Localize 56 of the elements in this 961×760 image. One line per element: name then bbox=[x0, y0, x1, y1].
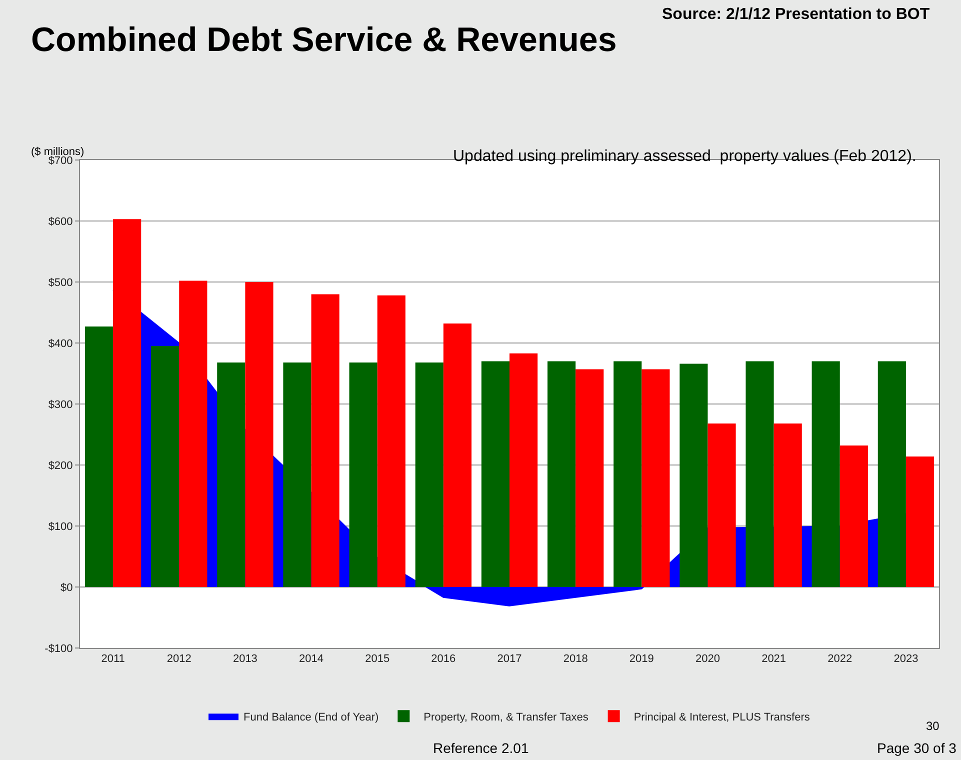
chart-subtitle: Updated using preliminary assessed property values (Feb 2012). bbox=[453, 148, 916, 165]
x-tick-label: 2018 bbox=[563, 653, 588, 666]
text: Reference 2.01 bbox=[433, 740, 529, 756]
bar bbox=[349, 362, 378, 587]
y-tick-label: $200 bbox=[48, 460, 73, 472]
x-tick-label: 2012 bbox=[166, 653, 192, 666]
bar bbox=[415, 362, 444, 587]
x-tick-label: 2022 bbox=[828, 653, 852, 666]
bar bbox=[840, 445, 868, 587]
y-tick-label: -$100 bbox=[44, 642, 73, 655]
y-tick-label: $500 bbox=[48, 276, 73, 289]
x-tick-label: 2013 bbox=[232, 653, 258, 666]
legend-label: Fund Balance (End of Year) bbox=[244, 711, 379, 724]
bar bbox=[708, 424, 736, 587]
x-tick-label: 2021 bbox=[762, 653, 786, 666]
y-tick-label: $0 bbox=[60, 582, 73, 594]
x-tick-label: 2011 bbox=[101, 653, 125, 666]
bar bbox=[311, 294, 340, 587]
x-tick-label: 2023 bbox=[894, 653, 918, 666]
x-tick-label: 2016 bbox=[431, 653, 456, 666]
text: 30 bbox=[926, 719, 940, 733]
bar bbox=[746, 361, 774, 587]
bar bbox=[377, 295, 406, 587]
y-tick-label: $600 bbox=[48, 216, 73, 228]
x-tick-label: 2019 bbox=[629, 653, 654, 666]
bar bbox=[283, 362, 312, 587]
bar bbox=[443, 323, 472, 587]
bar bbox=[576, 369, 604, 587]
legend-label: Property, Room, & Transfer Taxes bbox=[424, 711, 589, 724]
bar bbox=[906, 456, 934, 587]
y-tick-label: $400 bbox=[48, 338, 73, 350]
bar bbox=[614, 361, 642, 587]
bar bbox=[217, 362, 246, 587]
bar bbox=[812, 361, 840, 587]
bar bbox=[84, 326, 114, 587]
source-note: Source: 2/1/12 Presentation to BOT bbox=[662, 6, 930, 23]
bar bbox=[547, 361, 576, 587]
y-tick-label: $100 bbox=[48, 520, 73, 533]
legend-label: Principal & Interest, PLUS Transfers bbox=[634, 711, 810, 724]
bar bbox=[510, 353, 538, 587]
bar bbox=[113, 219, 142, 587]
bar bbox=[642, 369, 670, 587]
x-tick-label: 2017 bbox=[497, 653, 522, 666]
x-tick-label: 2015 bbox=[365, 653, 390, 666]
bar bbox=[680, 364, 708, 587]
bar bbox=[878, 361, 906, 587]
x-tick-label: 2020 bbox=[695, 653, 720, 666]
x-tick-label: 2014 bbox=[299, 653, 324, 666]
text: Page 30 of 3 bbox=[877, 740, 957, 756]
bar bbox=[774, 424, 802, 587]
y-tick-label: $300 bbox=[48, 398, 73, 411]
bar bbox=[481, 361, 510, 587]
chart-title: Combined Debt Service & Revenues bbox=[31, 21, 617, 59]
bar bbox=[245, 282, 274, 587]
bar bbox=[151, 346, 180, 587]
bar bbox=[179, 280, 208, 587]
